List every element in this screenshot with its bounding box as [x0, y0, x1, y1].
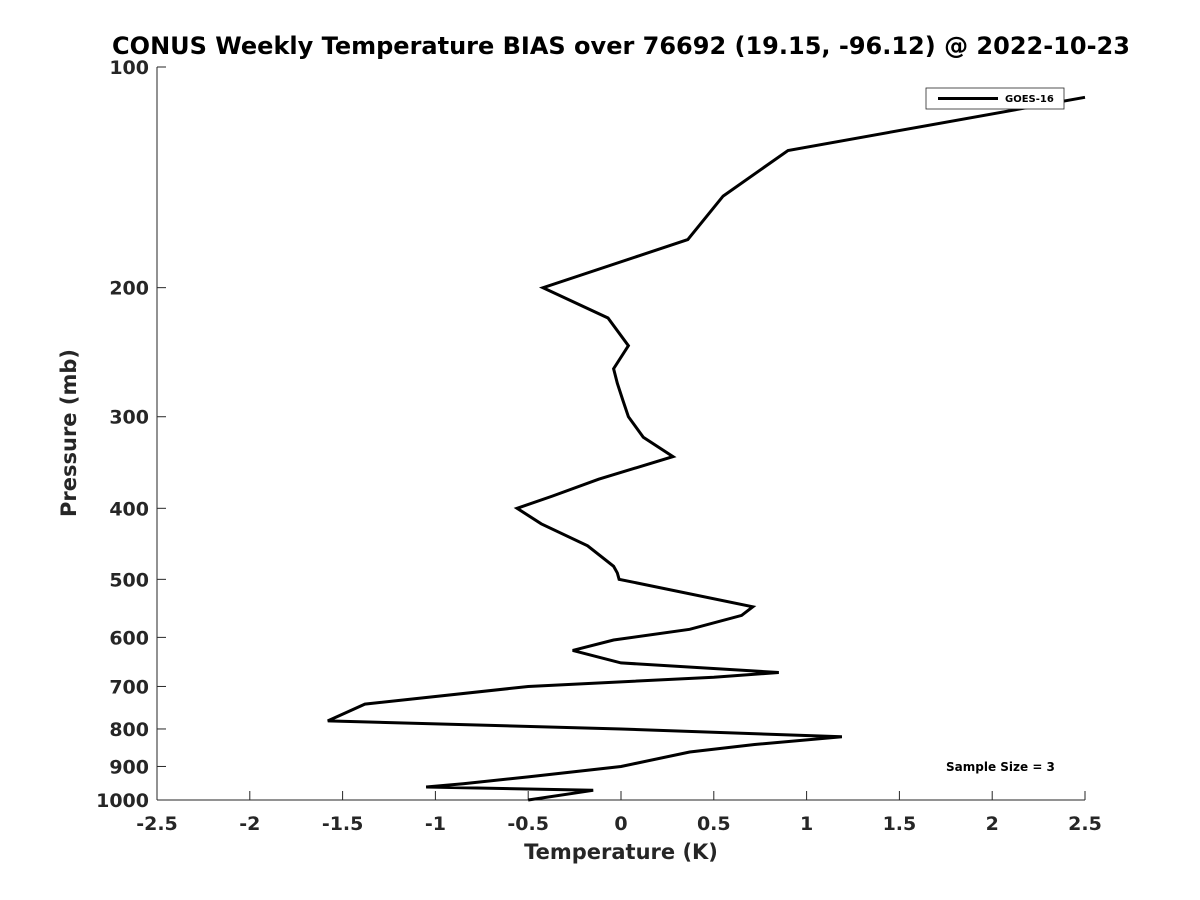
- y-tick-label: 1000: [96, 790, 149, 812]
- axes: [156, 66, 1086, 801]
- y-tick-label: 800: [109, 719, 149, 741]
- x-tick-label: 0.5: [697, 813, 731, 835]
- x-tick-label: 0: [614, 813, 627, 835]
- y-tick-label: 500: [109, 569, 149, 591]
- x-tick-label: 2.5: [1068, 813, 1102, 835]
- x-tick-label: 1.5: [883, 813, 917, 835]
- series-line-goes-16: [327, 95, 1086, 802]
- y-tick-label: 300: [109, 407, 149, 429]
- x-tick-label: -0.5: [507, 813, 549, 835]
- y-tick-label: 100: [109, 57, 149, 79]
- x-tick-label: -1.5: [322, 813, 364, 835]
- x-tick-label: -2.5: [136, 813, 178, 835]
- y-tick-label: 700: [109, 676, 149, 698]
- y-tick-label: 600: [109, 627, 149, 649]
- x-tick-label: -1: [425, 813, 446, 835]
- x-tick-label: 1: [800, 813, 813, 835]
- y-axis-label: Pressure (mb): [57, 349, 81, 517]
- legend: GOES-16: [925, 87, 1065, 110]
- y-tick-label: 900: [109, 756, 149, 778]
- sample-size-annotation: Sample Size = 3: [946, 760, 1055, 774]
- plot-area: -2.5 -2 -1.5 -1 -0.5 0 0.5 1 1.5 2 2.5 100 200 300 400…: [96, 57, 1102, 835]
- x-tick-label: -2: [239, 813, 260, 835]
- y-tick-label: 400: [109, 498, 149, 520]
- x-tick-label: 2: [986, 813, 999, 835]
- chart-title: CONUS Weekly Temperature BIAS over 76692…: [112, 32, 1130, 60]
- legend-label-goes-16: GOES-16: [1005, 94, 1054, 105]
- series-layer: [327, 95, 1086, 802]
- tick-labels: -2.5 -2 -1.5 -1 -0.5 0 0.5 1 1.5 2 2.5 100 200 300 400…: [96, 57, 1102, 835]
- y-tick-label: 200: [109, 278, 149, 300]
- x-axis-label: Temperature (K): [524, 840, 718, 864]
